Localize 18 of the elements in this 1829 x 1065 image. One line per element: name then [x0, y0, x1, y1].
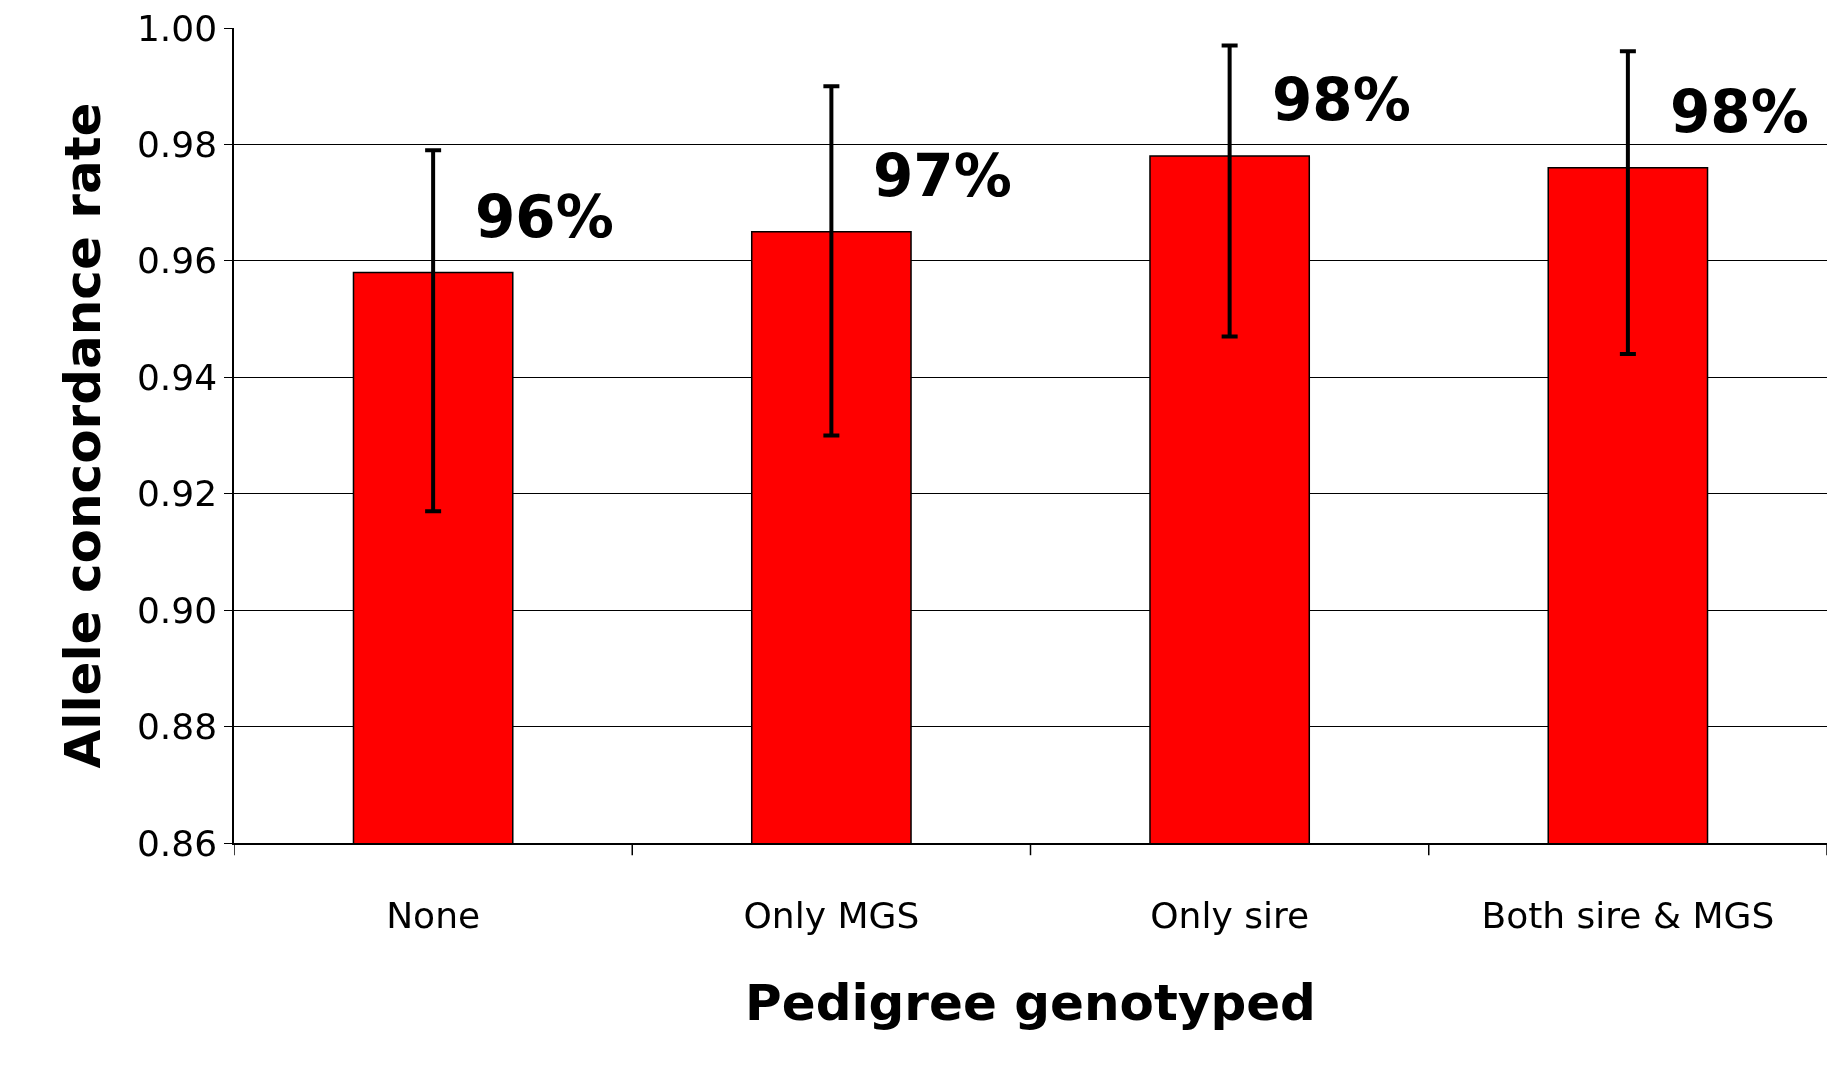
x-tick-label: None: [386, 894, 481, 936]
data-label: 98%: [1272, 66, 1411, 134]
y-tick-label: 0.92: [136, 473, 218, 515]
y-tick-label: 0.86: [136, 822, 218, 864]
y-tick-label: 1.00: [136, 7, 218, 49]
x-tick-label: Both sire & MGS: [1481, 894, 1775, 936]
y-tick-label: 0.88: [136, 706, 218, 748]
y-tick-label: 0.94: [136, 356, 218, 398]
y-tick-label: 0.90: [136, 589, 218, 631]
y-tick-label: 0.96: [136, 240, 218, 282]
y-tick-label: 0.98: [136, 124, 218, 166]
data-label: 97%: [873, 142, 1012, 210]
x-axis-title: Pedigree genotyped: [745, 973, 1316, 1032]
data-label: 98%: [1670, 78, 1809, 146]
x-tick-label: Only sire: [1150, 894, 1310, 936]
x-tick-label: Only MGS: [743, 894, 920, 936]
data-label: 96%: [475, 183, 614, 251]
y-axis-title: Allele concordance rate: [54, 102, 113, 769]
